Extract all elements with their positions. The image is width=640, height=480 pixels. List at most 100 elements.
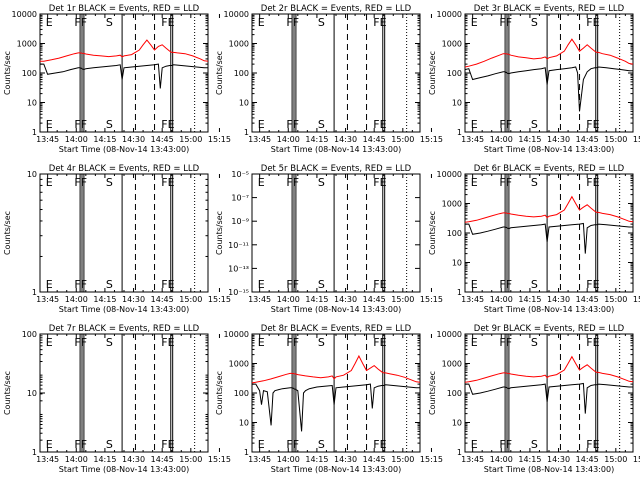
event-marker-bottom: S [318,278,325,291]
event-marker-top: E [471,176,478,189]
event-marker-top: E [471,16,478,29]
plot-frame [251,333,421,453]
detector-panel-1: Det 1r BLACK = Events, RED = LLD Counts/s… [3,4,231,154]
x-tick-label: 13:45 [36,455,59,464]
x-tick-label: 14:00 [277,295,300,304]
event-marker-bottom: FE [373,118,386,131]
plot-title: Det 5r BLACK = Events, RED = LLD [261,164,412,174]
event-marker-top: FF [286,16,299,29]
plot-frame [464,333,634,453]
x-tick-label: 15:15 [208,295,231,304]
event-marker-bottom: E [258,118,265,131]
x-tick-label: 14:15 [518,135,541,144]
detector-panel-7: Det 7r BLACK = Events, RED = LLD Counts/s… [3,324,231,474]
x-tick-label: 15:00 [179,135,202,144]
y-tick-label: 100 [447,389,462,398]
lld-series-line [40,39,209,62]
event-marker-top: FF [499,336,512,349]
x-axis-label: Start Time (08-Nov-14 13:43:00) [484,465,614,474]
event-marker-top: FF [74,16,87,29]
x-tick-label: 14:45 [151,135,174,144]
event-marker-bottom: E [258,438,265,451]
x-tick-label: 13:45 [461,295,484,304]
y-tick-label: 1000 [229,360,249,369]
y-tick-label: 10 [27,170,37,179]
event-marker-bottom: FE [161,438,174,451]
x-tick-label: 14:45 [576,135,599,144]
x-tick-label: 14:00 [490,135,513,144]
plot-title: Det 7r BLACK = Events, RED = LLD [49,324,200,334]
x-tick-label: 14:15 [93,295,116,304]
event-marker-bottom: FF [74,438,87,451]
y-tick-label: 100 [22,69,37,78]
event-marker-bottom: FE [586,278,599,291]
plot-title: Det 2r BLACK = Events, RED = LLD [261,4,412,14]
event-marker-bottom: S [531,118,538,131]
y-axis-label: Counts/sec [3,211,12,255]
events-series-line [465,382,633,414]
event-marker-top: E [46,176,53,189]
x-tick-label: 14:15 [305,455,328,464]
x-tick-label: 14:30 [122,455,145,464]
event-marker-top: E [471,336,478,349]
event-marker-top: FF [286,176,299,189]
event-marker-bottom: S [531,438,538,451]
x-tick-label: 14:00 [490,295,513,304]
event-marker-bottom: S [106,278,113,291]
x-tick-label: 14:45 [576,295,599,304]
y-tick-label: 100 [447,229,462,238]
event-marker-bottom: FE [586,118,599,131]
event-marker-top: FF [74,336,87,349]
event-marker-bottom: FF [499,438,512,451]
y-tick-label: 10 [452,99,462,108]
event-marker-bottom: FE [586,438,599,451]
x-tick-label: 14:45 [363,455,386,464]
event-marker-top: E [258,176,265,189]
x-tick-label: 14:30 [334,455,357,464]
x-tick-label: 13:45 [248,455,271,464]
plot-title: Det 8r BLACK = Events, RED = LLD [261,324,412,334]
event-marker-top: FE [586,176,599,189]
event-marker-bottom: FF [499,278,512,291]
y-tick-label: 1 [457,448,462,457]
event-marker-top: E [46,336,53,349]
plot-frame [39,173,209,293]
x-tick-label: 14:15 [305,135,328,144]
x-tick-label: 15:15 [208,455,231,464]
y-tick-label: 100 [22,330,37,339]
y-tick-label: 10 [452,259,462,268]
detector-panel-5: Det 5r BLACK = Events, RED = LLD Counts/s… [215,164,443,314]
event-marker-bottom: E [46,278,53,291]
event-marker-bottom: E [258,278,265,291]
x-tick-label: 14:15 [518,295,541,304]
y-axis-label: Counts/sec [215,211,224,255]
event-marker-top: FE [161,336,174,349]
y-tick-label: 10 [239,419,249,428]
x-tick-label: 13:45 [461,455,484,464]
x-axis-label: Start Time (08-Nov-14 13:43:00) [271,145,401,154]
x-tick-label: 15:00 [391,135,414,144]
x-tick-label: 14:30 [547,295,570,304]
event-marker-bottom: S [318,118,325,131]
x-tick-label: 14:15 [93,135,116,144]
y-tick-label: 10 [27,389,37,398]
events-series-line [252,383,420,432]
plot-frame [39,333,209,453]
event-marker-top: FF [499,176,512,189]
x-tick-label: 14:30 [122,135,145,144]
event-marker-top: S [318,176,325,189]
x-tick-label: 14:45 [151,295,174,304]
x-tick-label: 14:30 [547,455,570,464]
x-tick-label: 15:15 [420,295,443,304]
event-marker-bottom: FF [286,438,299,451]
detector-panel-3: Det 3r BLACK = Events, RED = LLD Counts/s… [428,4,640,154]
event-marker-top: FE [161,16,174,29]
x-tick-label: 14:00 [65,455,88,464]
lld-series-line [464,38,634,68]
event-marker-bottom: S [106,438,113,451]
x-tick-label: 15:00 [179,455,202,464]
plot-frame [251,173,421,293]
x-axis-label: Start Time (08-Nov-14 13:43:00) [271,465,401,474]
event-marker-top: S [531,336,538,349]
